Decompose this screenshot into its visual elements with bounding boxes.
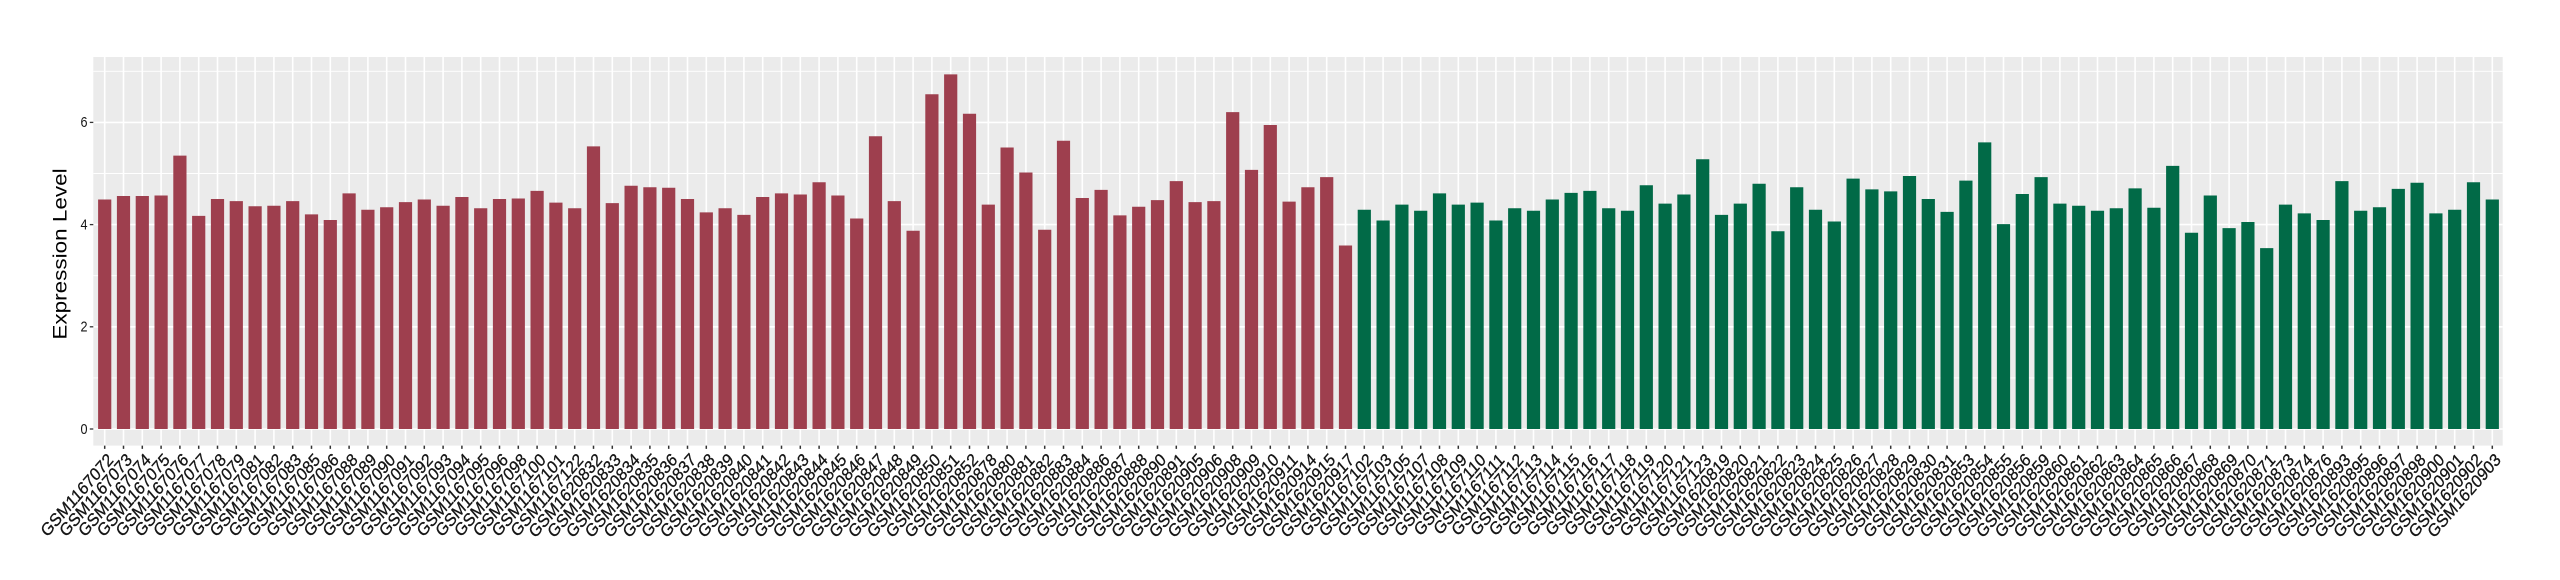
svg-text:6: 6: [80, 114, 87, 130]
svg-text:0: 0: [80, 421, 87, 437]
svg-text:2: 2: [80, 319, 87, 335]
svg-text:Expression Level: Expression Level: [50, 168, 71, 339]
svg-text:4: 4: [80, 217, 87, 233]
